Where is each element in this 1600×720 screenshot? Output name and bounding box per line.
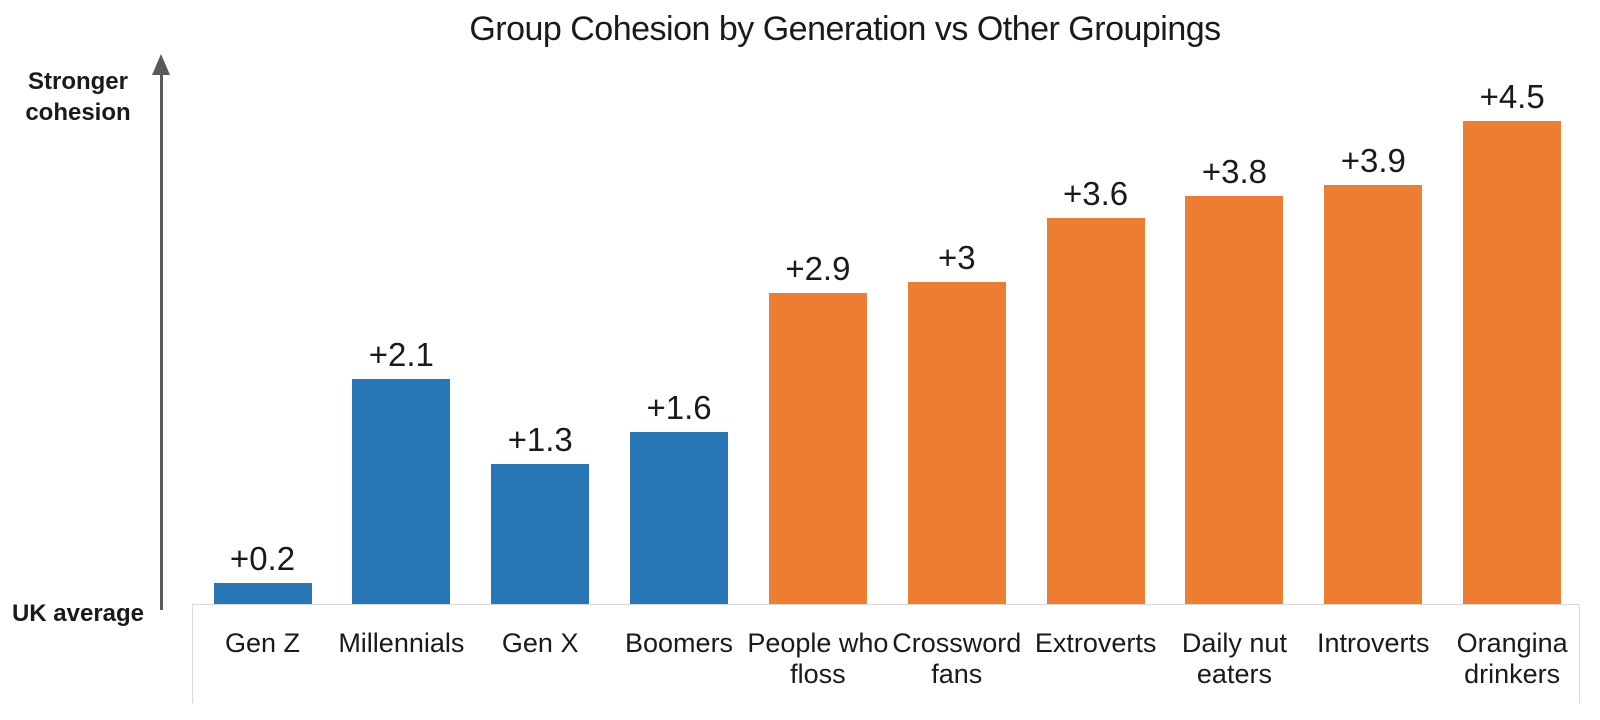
chart-title: Group Cohesion by Generation vs Other Gr… — [469, 10, 1221, 48]
bar-crossword-fans — [907, 282, 1006, 604]
bar-daily-nut-eaters — [1185, 196, 1284, 604]
category-label-people-who-floss: People who floss — [747, 628, 889, 689]
category-label-gen-z: Gen Z — [224, 628, 301, 658]
bar-gen-x — [491, 464, 590, 604]
bar-gen-z — [213, 583, 312, 604]
y-axis-line — [160, 72, 163, 610]
bar-value-label-gen-x: +1.3 — [507, 421, 573, 458]
category-label-introverts: Introverts — [1317, 628, 1430, 658]
y-axis-top-label: Stronger cohesion — [25, 68, 131, 126]
bar-value-label-gen-z: +0.2 — [229, 540, 296, 577]
bar-value-label-crossword-fans: +3 — [937, 239, 976, 276]
bar-introverts — [1324, 185, 1423, 604]
bar-value-label-extroverts: +3.6 — [1063, 175, 1129, 212]
y-axis-arrow-icon — [152, 54, 170, 75]
bar-millennials — [352, 379, 451, 604]
bar-value-label-orangina-drinkers: +4.5 — [1479, 78, 1545, 115]
bar-value-label-millennials: +2.1 — [368, 336, 434, 373]
category-label-extroverts: Extroverts — [1034, 628, 1157, 658]
category-label-millennials: Millennials — [338, 628, 465, 658]
category-label-daily-nut-eaters: Daily nut eaters — [1181, 628, 1287, 689]
bar-value-label-daily-nut-eaters: +3.8 — [1201, 153, 1268, 190]
bar-value-label-boomers: +1.6 — [646, 389, 712, 426]
category-axis-box — [192, 604, 1580, 703]
category-label-orangina-drinkers: Orangina drinkers — [1456, 628, 1568, 689]
bar-orangina-drinkers — [1463, 121, 1562, 604]
bar-people-who-floss — [768, 293, 867, 604]
y-axis-baseline-label: UK average — [11, 600, 145, 627]
category-label-crossword-fans: Crossword fans — [892, 628, 1022, 689]
bar-boomers — [630, 432, 729, 604]
category-label-gen-x: Gen X — [501, 628, 579, 658]
category-label-boomers: Boomers — [625, 628, 734, 658]
bar-value-label-people-who-floss: +2.9 — [785, 250, 851, 287]
bar-value-label-introverts: +3.9 — [1340, 142, 1406, 179]
bar-extroverts — [1046, 218, 1145, 604]
